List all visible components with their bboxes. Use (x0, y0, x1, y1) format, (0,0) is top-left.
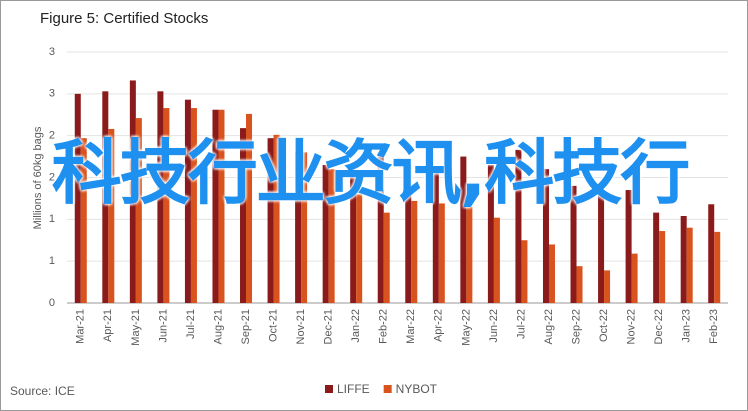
bar (135, 118, 142, 303)
y-tick-label: 3 (49, 46, 55, 58)
bar (521, 240, 528, 303)
bar (570, 185, 577, 303)
bar (163, 108, 170, 303)
legend-swatch (383, 385, 392, 393)
source: Source: ICE (10, 384, 75, 398)
bar (493, 217, 500, 303)
bar (631, 253, 638, 303)
x-tick-label: Jun-21 (157, 309, 169, 343)
bar (466, 206, 473, 303)
bar (714, 231, 721, 303)
bar (432, 169, 439, 303)
overlay-text: 科技行业资讯,科技行 (51, 132, 691, 214)
bar (240, 128, 247, 303)
x-tick-label: Mar-21 (75, 309, 87, 344)
x-tick-label: Aug-21 (212, 309, 224, 344)
legend-swatch (325, 385, 333, 393)
x-tick-label: Oct-21 (267, 309, 279, 342)
bar (295, 152, 302, 303)
x-tick-label: Jan-22 (350, 309, 362, 343)
bar (653, 212, 660, 303)
bar (604, 270, 611, 303)
y-tick-label: 1 (49, 213, 55, 225)
bar (405, 164, 412, 303)
x-tick-label: Sep-22 (570, 309, 582, 344)
y-tick-label: 3 (49, 88, 55, 100)
chart-title: Figure 5: Certified Stocks (40, 10, 208, 27)
x-tick-label: Jul-22 (515, 309, 527, 339)
bar (686, 227, 693, 303)
x-tick-label: Apr-21 (102, 309, 114, 342)
bar (460, 156, 467, 303)
x-tick-label: Apr-22 (433, 309, 445, 342)
x-tick-label: Feb-23 (708, 309, 720, 344)
x-tick-label: Jan-23 (681, 309, 693, 343)
x-tick-label: May-22 (460, 309, 472, 346)
bar (129, 80, 136, 304)
bar (548, 244, 555, 303)
x-tick-label: Sep-21 (240, 309, 252, 344)
x-tick-label: May-21 (130, 309, 142, 346)
x-tick-label: Jul-21 (185, 309, 197, 339)
y-tick-label: 2 (49, 130, 55, 142)
bar (487, 164, 494, 303)
legend-label: NYBOT (396, 382, 438, 396)
bar (184, 99, 191, 303)
x-tick-label: Nov-22 (626, 309, 638, 344)
bar (515, 149, 522, 303)
bar (438, 203, 445, 303)
x-tick-label: Aug-22 (543, 309, 555, 344)
bar (218, 109, 225, 303)
bar (108, 128, 115, 303)
bar (576, 266, 583, 303)
bar (246, 113, 253, 303)
bar (80, 138, 87, 303)
bar (598, 194, 605, 303)
x-tick-label: Feb-22 (378, 309, 390, 344)
bar (267, 138, 274, 303)
bar (74, 93, 81, 303)
bar (322, 164, 329, 303)
legend-label: LIFFE (337, 382, 370, 396)
bar (350, 164, 357, 303)
x-tick-label: Oct-22 (598, 309, 610, 342)
bar (625, 190, 632, 303)
bar (659, 231, 666, 303)
bar (102, 91, 109, 303)
bar (212, 109, 219, 303)
bar (542, 169, 549, 303)
bar (680, 215, 687, 303)
bar (356, 194, 363, 303)
x-tick-label: Dec-21 (323, 309, 335, 344)
bar (301, 152, 308, 303)
y-axis-label: Millions of 60kg bags (32, 126, 44, 229)
y-tick-label: 1 (49, 255, 55, 267)
bar (411, 200, 418, 303)
bar (190, 108, 197, 303)
x-tick-label: Mar-22 (405, 309, 417, 344)
bar (157, 91, 164, 303)
bar (708, 204, 715, 303)
bar (383, 212, 390, 303)
bar (328, 169, 335, 303)
x-tick-label: Dec-22 (653, 309, 665, 344)
x-tick-label: Jun-22 (488, 309, 500, 343)
y-tick-label: 0 (49, 297, 55, 309)
x-tick-label: Nov-21 (295, 309, 307, 344)
y-tick-label: 2 (49, 171, 55, 183)
bar (377, 156, 384, 303)
bar (273, 134, 280, 303)
